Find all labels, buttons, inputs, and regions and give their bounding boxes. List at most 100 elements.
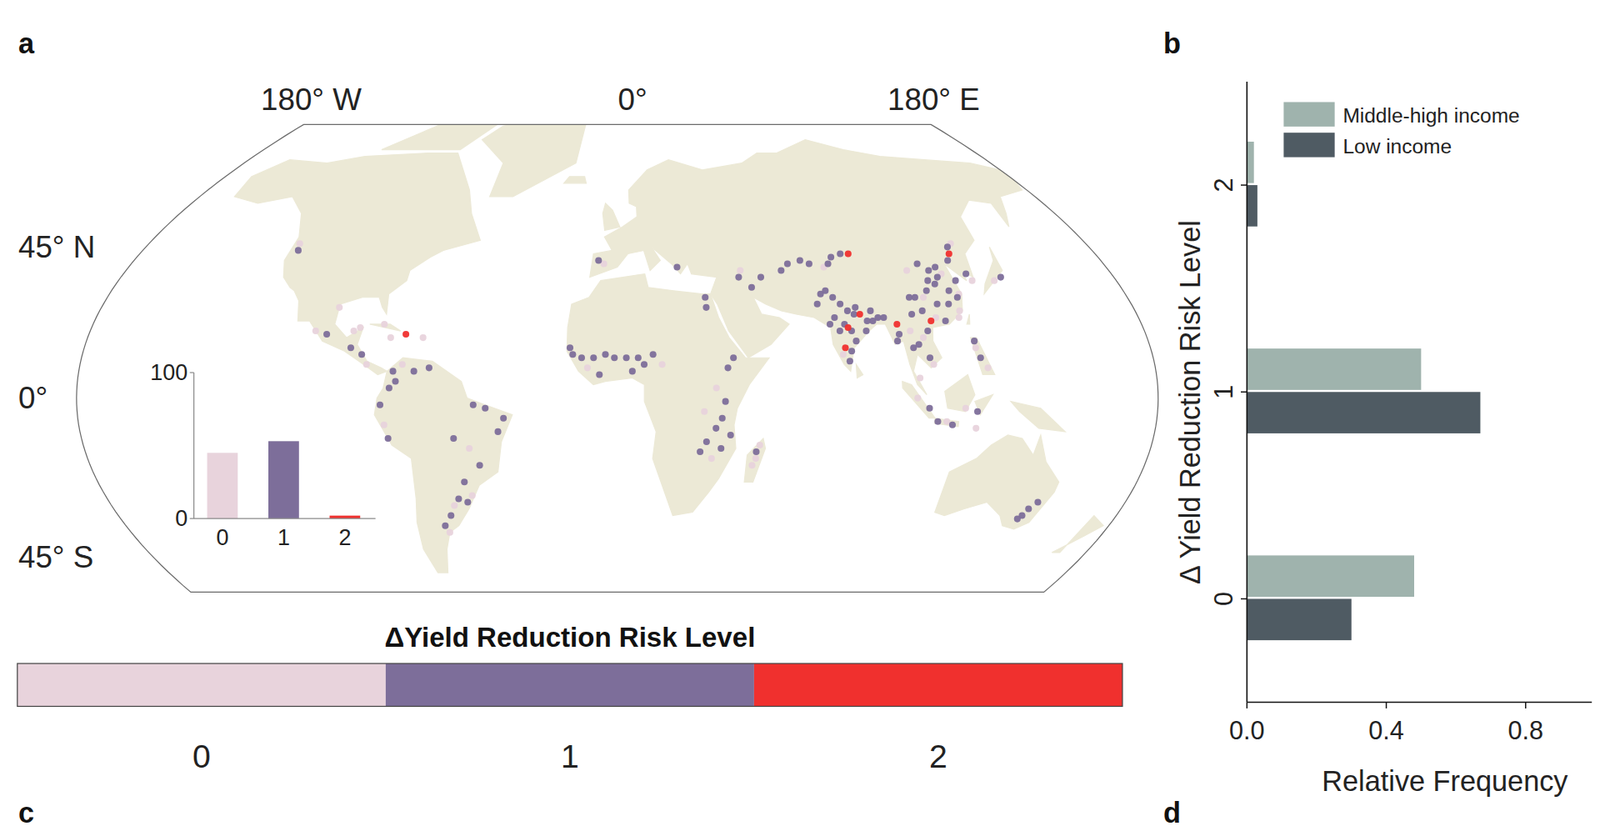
site-point (752, 448, 760, 455)
site-point (805, 260, 813, 267)
colorbar-segment (754, 663, 1123, 706)
y-tick (1240, 184, 1247, 185)
site-point (893, 320, 900, 328)
site-point (777, 266, 785, 274)
continent (984, 246, 1003, 294)
site-point (931, 263, 939, 270)
site-point (659, 360, 666, 368)
site-point (447, 512, 455, 520)
site-point (495, 428, 502, 435)
site-point (914, 260, 921, 267)
site-point (920, 294, 927, 301)
site-point (944, 256, 951, 264)
site-point (350, 327, 357, 335)
continent (1051, 515, 1104, 553)
site-point (852, 337, 860, 345)
site-point (712, 425, 720, 432)
y-axis-title: Δ Yield Reduction Risk Level (1174, 220, 1206, 585)
site-point (708, 455, 715, 462)
x-axis-title: Relative Frequency (1321, 765, 1569, 797)
continent (975, 395, 994, 415)
y-tick-label: 1 (1209, 385, 1238, 400)
site-point (702, 304, 710, 311)
bar (1246, 185, 1258, 227)
site-point (945, 300, 952, 308)
site-point (955, 314, 963, 321)
site-point (441, 522, 449, 530)
site-point (450, 501, 458, 509)
inset-y-axis (193, 372, 195, 519)
site-point (420, 334, 427, 341)
site-point (1034, 498, 1041, 505)
site-point (856, 310, 864, 318)
continent (966, 314, 970, 325)
site-point (673, 263, 680, 270)
bars (1246, 141, 1480, 640)
bar (1246, 391, 1480, 434)
site-point (962, 270, 970, 278)
site-point (844, 307, 851, 315)
site-point (335, 304, 343, 311)
continent (482, 115, 587, 197)
site-point (920, 334, 927, 341)
site-point (725, 364, 732, 371)
lat-label: 0° (18, 380, 48, 415)
site-point (985, 364, 992, 371)
site-point (841, 344, 849, 351)
map-frame (76, 124, 1159, 592)
site-point (925, 266, 932, 274)
site-point (635, 354, 642, 361)
site-point (903, 266, 910, 274)
y-tick-label: 2 (1209, 178, 1238, 193)
site-point (825, 260, 832, 267)
site-point (916, 374, 924, 381)
site-point (623, 354, 630, 361)
site-point (717, 445, 725, 452)
colorbar-frame (17, 663, 1123, 706)
site-point (924, 277, 931, 285)
site-point (727, 431, 735, 439)
site-point (836, 250, 844, 257)
site-point (1025, 505, 1032, 512)
site-point (954, 294, 961, 301)
site-point (850, 310, 858, 318)
site-point (748, 461, 755, 469)
site-point (840, 350, 847, 358)
site-point (906, 327, 914, 335)
site-point (380, 421, 388, 429)
site-point (826, 320, 834, 328)
site-point (796, 256, 804, 264)
site-point (821, 287, 829, 295)
site-point (848, 347, 855, 355)
site-point (836, 300, 844, 308)
site-point (846, 357, 854, 365)
inset-bar (207, 452, 239, 519)
site-point (943, 418, 950, 425)
x-tick-label: 0.8 (1507, 715, 1544, 745)
legend-label: Middle-high income (1342, 104, 1520, 127)
site-point (399, 360, 406, 368)
site-point (851, 304, 859, 311)
site-point (391, 377, 399, 385)
site-point (895, 330, 903, 338)
site-point (410, 367, 418, 375)
site-point (595, 256, 602, 264)
site-point (830, 314, 838, 321)
site-point (584, 364, 591, 371)
site-point (827, 253, 835, 260)
site-point (845, 324, 852, 331)
site-point (894, 337, 901, 345)
colorbar-label: 2 (929, 738, 948, 775)
figure: abcd180° W0°180° E45° N0°45° SΔYield Red… (0, 0, 1600, 836)
inset-x-tick-label: 2 (338, 525, 351, 550)
site-point (590, 354, 597, 361)
site-point (722, 398, 730, 405)
site-point (312, 327, 320, 335)
site-point (945, 287, 953, 295)
site-point (934, 274, 941, 281)
site-point (908, 310, 915, 318)
site-point (862, 327, 870, 335)
site-point (1014, 515, 1021, 523)
site-point (446, 529, 454, 536)
site-point (880, 314, 887, 321)
